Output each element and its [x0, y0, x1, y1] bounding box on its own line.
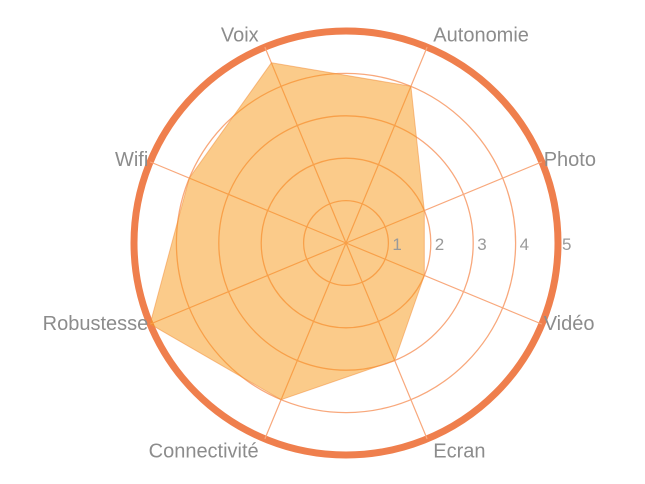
outer-ring	[130, 27, 562, 459]
axis-label-voix: Voix	[221, 24, 259, 46]
axis-label-connectivite: Connectivité	[149, 441, 259, 463]
radial-tick-5: 5	[562, 235, 571, 254]
axis-labels: Autonomie Photo Vidéo Ecran Connectivité Robu…	[43, 24, 596, 462]
axis-label-autonomie: Autonomie	[433, 24, 529, 46]
axis-label-wifi: Wifi	[115, 149, 148, 171]
axis-label-ecran: Ecran	[433, 441, 485, 463]
radial-tick-3: 3	[477, 235, 486, 254]
data-polygon-group	[149, 62, 425, 401]
tick-labels: 1 2 3 4 5	[392, 235, 571, 254]
radial-tick-1: 1	[392, 235, 401, 254]
axis-label-robustesse: Robustesse	[43, 313, 149, 335]
radial-tick-2: 2	[435, 235, 444, 254]
radial-tick-4: 4	[520, 235, 529, 254]
axis-label-video: Vidéo	[544, 313, 595, 335]
axis-label-photo: Photo	[544, 149, 596, 171]
data-polygon-rating	[149, 62, 425, 401]
